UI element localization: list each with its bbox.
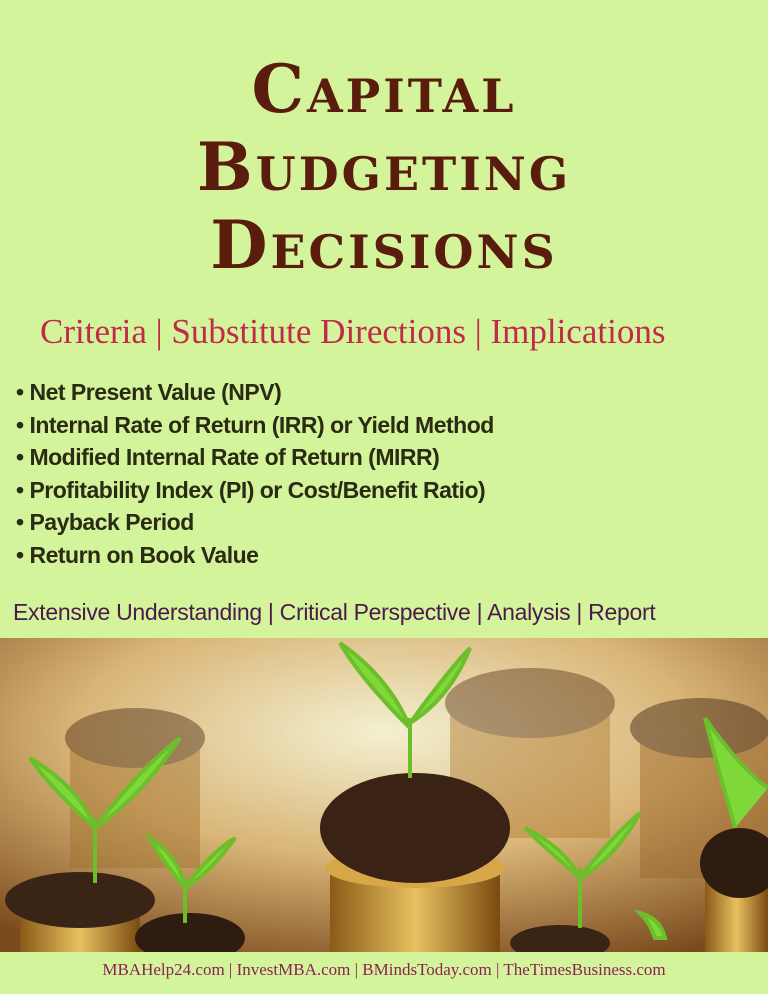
title-line: Budgeting [196, 128, 572, 206]
list-item: Payback Period [16, 506, 494, 539]
tagline: Extensive Understanding | Critical Persp… [13, 599, 656, 625]
poster-title: Capital Budgeting Decisions [0, 50, 768, 284]
coin-stack-left [5, 872, 245, 952]
footer-links: MBAHelp24.com | InvestMBA.com | BMindsTo… [102, 960, 666, 979]
list-item: Profitability Index (PI) or Cost/Benefit… [16, 474, 494, 507]
list-item: Internal Rate of Return (IRR) or Yield M… [16, 409, 494, 442]
subtitle: Criteria | Substitute Directions | Impli… [40, 312, 666, 351]
criteria-list: Net Present Value (NPV) Internal Rate of… [16, 376, 494, 571]
list-item: Return on Book Value [16, 539, 494, 572]
coin-stack-right [510, 828, 768, 952]
title-line: Decisions [210, 206, 558, 284]
coin-stack-center [320, 773, 510, 952]
list-item: Modified Internal Rate of Return (MIRR) [16, 441, 494, 474]
list-item: Net Present Value (NPV) [16, 376, 494, 409]
coins-sprouts-photo [0, 638, 768, 952]
title-line: Capital [251, 50, 517, 128]
